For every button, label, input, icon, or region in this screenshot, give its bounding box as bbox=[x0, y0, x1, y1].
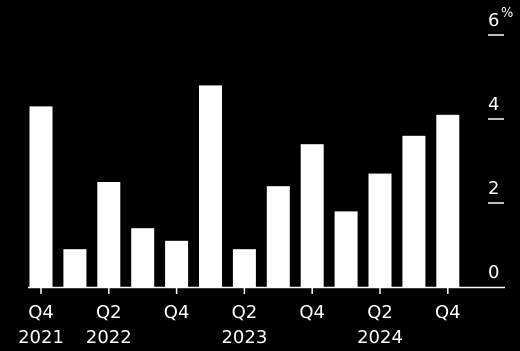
bar-q3-2023 bbox=[266, 186, 290, 287]
x-tick-label-quarter: Q2 bbox=[232, 302, 258, 323]
bar-q3-2022 bbox=[131, 228, 155, 287]
bar-q3-2024 bbox=[402, 135, 426, 287]
y-tick-label-4: 4 bbox=[488, 94, 499, 115]
bar-q1-2024 bbox=[334, 211, 358, 287]
bar-q2-2024 bbox=[368, 173, 392, 287]
x-tick-label-year: 2024 bbox=[357, 327, 403, 348]
bar-q1-2023 bbox=[199, 85, 222, 288]
x-tick-label-quarter: Q4 bbox=[299, 302, 325, 323]
bar-q4-2024 bbox=[436, 114, 460, 287]
x-tick-label-quarter: Q2 bbox=[96, 302, 122, 323]
x-tick-label-quarter: Q4 bbox=[28, 302, 54, 323]
y-unit-label: % bbox=[501, 6, 513, 21]
x-tick-label-year: 2023 bbox=[221, 327, 267, 348]
x-tick-label-quarter: Q2 bbox=[367, 302, 393, 323]
y-tick-label-0: 0 bbox=[488, 262, 499, 283]
bars-group bbox=[29, 85, 460, 288]
x-axis: Q4 2021 Q2 2022 Q4 Q2 2023 Q4 Q2 2024 Q4 bbox=[18, 286, 505, 348]
x-tick-label-quarter: Q4 bbox=[435, 302, 461, 323]
y-tick-label-2: 2 bbox=[488, 178, 499, 199]
bar-q4-2022 bbox=[165, 240, 189, 287]
y-tick-label-6: 6 bbox=[488, 10, 499, 31]
x-tick-label-quarter: Q4 bbox=[164, 302, 190, 323]
y-axis: 0 2 4 6% bbox=[488, 6, 513, 283]
bar-q2-2022 bbox=[97, 182, 121, 287]
bar-q1-2022 bbox=[63, 249, 87, 287]
bar-q4-2023 bbox=[300, 144, 324, 287]
bar-q2-2023 bbox=[232, 249, 256, 287]
bar-q4-2021 bbox=[29, 106, 53, 288]
x-tick-label-year: 2021 bbox=[18, 327, 64, 348]
x-tick-label-year: 2022 bbox=[86, 327, 132, 348]
